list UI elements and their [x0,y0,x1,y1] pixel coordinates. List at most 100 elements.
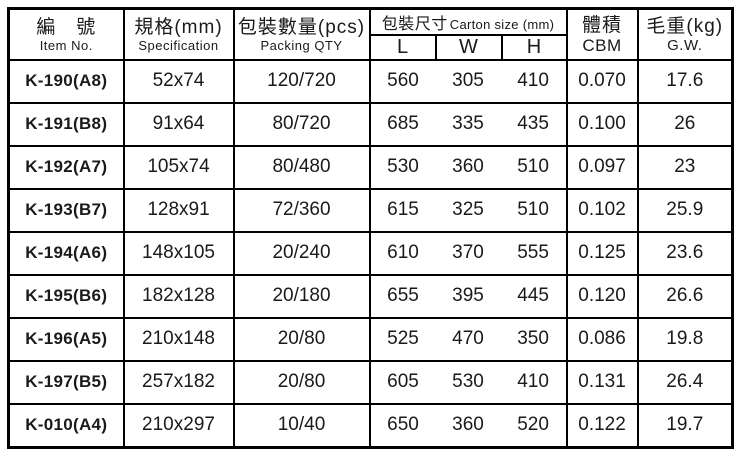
table-row-k191: K-191(B8) 91x64 80/720 685 335 435 0.100 2… [7,101,734,147]
gw-cell: 25.9 [636,187,734,233]
carton-size-cell: 605 530 410 [368,359,568,405]
carton-height-value: 410 [517,371,549,393]
packing-qty-cell: 80/720 [232,101,371,147]
carton-height-value: 555 [517,242,549,264]
table-row-k196: K-196(A5) 210x148 20/80 525 470 350 0.086 … [7,316,734,362]
table-row-k192: K-192(A7) 105x74 80/480 530 360 510 0.097 … [7,144,734,190]
cbm-cell: 0.070 [565,59,639,104]
header-row-main: 編 號 Item No. 規格(mm) Specification 包裝數量(p… [7,7,734,61]
col-header-length: L [368,34,437,61]
specification-cell: 105x74 [122,144,235,190]
table-row-k194: K-194(A6) 148x105 20/240 610 370 555 0.125… [7,230,734,276]
specification-cell: 210x148 [122,316,235,362]
carton-height-value: 350 [517,328,549,350]
carton-size-cell: 685 335 435 [368,101,568,147]
carton-height-value: 410 [517,70,549,92]
col-header-gw-zh: 毛重(kg) [646,15,724,37]
carton-height-value: 510 [517,199,549,221]
carton-size-cell: 525 470 350 [368,316,568,362]
specification-cell: 52x74 [122,59,235,104]
gw-cell: 26 [636,101,734,147]
col-header-packing-qty: 包裝數量(pcs) Packing QTY [232,7,371,61]
item-no-cell: K-194(A6) [7,230,125,276]
col-header-carton-size: 包裝尺寸 Carton size (mm) [368,7,568,36]
carton-size-cell: 530 360 510 [368,144,568,190]
col-header-specification: 規格(mm) Specification [122,7,235,61]
cbm-cell: 0.131 [565,359,639,405]
carton-height-value: 510 [517,156,549,178]
header-row-lwh: L W H [9,34,733,61]
table-row-k193: K-193(B7) 128x91 72/360 615 325 510 0.102 … [7,187,734,233]
packing-qty-cell: 120/720 [232,59,371,104]
packing-qty-cell: 10/40 [232,402,371,449]
carton-height-value: 445 [517,285,549,307]
specification-cell: 257x182 [122,359,235,405]
carton-height-value: 435 [517,113,549,135]
col-header-specification-zh: 規格(mm) [134,16,223,38]
carton-height-value: 520 [517,414,549,436]
col-header-item-no-zh: 編 號 [36,16,97,38]
specification-cell: 210x297 [122,402,235,449]
carton-width-value: 470 [452,328,484,350]
carton-length-value: 560 [387,70,419,92]
carton-width-value: 370 [452,242,484,264]
col-header-height: H [500,34,568,61]
item-no-cell: K-191(B8) [7,101,125,147]
carton-width-value: 335 [452,113,484,135]
packing-spec-table: 編 號 Item No. 規格(mm) Specification 包裝數量(p… [7,7,735,449]
carton-width-value: 395 [452,285,484,307]
gw-cell: 23 [636,144,734,190]
item-no-cell: K-195(B6) [7,273,125,319]
packing-qty-cell: 80/480 [232,144,371,190]
packing-qty-cell: 20/240 [232,230,371,276]
packing-qty-cell: 20/80 [232,359,371,405]
carton-size-cell: 610 370 555 [368,230,568,276]
col-header-gw: 毛重(kg) G.W. [636,7,734,61]
carton-width-value: 325 [452,199,484,221]
gw-cell: 17.6 [636,59,734,104]
col-header-carton-size-zh: 包裝尺寸 [381,16,448,33]
carton-length-value: 610 [387,242,419,264]
table-row-k195: K-195(B6) 182x128 20/180 655 395 445 0.120… [7,273,734,319]
carton-length-value: 615 [387,199,419,221]
item-no-cell: K-192(A7) [7,144,125,190]
col-header-item-no: 編 號 Item No. [7,7,125,61]
cbm-cell: 0.100 [565,101,639,147]
item-no-cell: K-190(A8) [7,59,125,104]
table-row-k190: K-190(A8) 52x74 120/720 560 305 410 0.070 … [7,59,734,104]
specification-cell: 91x64 [122,101,235,147]
item-no-cell: K-196(A5) [7,316,125,362]
carton-length-value: 685 [387,113,419,135]
cbm-cell: 0.086 [565,316,639,362]
cbm-cell: 0.122 [565,402,639,449]
specification-cell: 182x128 [122,273,235,319]
table-row-k197: K-197(B5) 257x182 20/80 605 530 410 0.131 … [7,359,734,405]
specification-cell: 128x91 [122,187,235,233]
gw-cell: 23.6 [636,230,734,276]
carton-length-value: 655 [387,285,419,307]
carton-width-value: 530 [452,371,484,393]
cbm-cell: 0.102 [565,187,639,233]
col-header-width: W [434,34,503,61]
item-no-cell: K-197(B5) [7,359,125,405]
carton-width-value: 360 [452,156,484,178]
specification-cell: 148x105 [122,230,235,276]
col-header-item-no-en: Item No. [39,37,93,53]
col-header-cbm-en: CBM [582,35,622,55]
carton-size-cell: 650 360 520 [368,402,568,449]
carton-size-cell: 655 395 445 [368,273,568,319]
cbm-cell: 0.125 [565,230,639,276]
carton-length-value: 525 [387,328,419,350]
item-no-cell: K-010(A4) [7,402,125,449]
carton-length-value: 530 [387,156,419,178]
cbm-cell: 0.097 [565,144,639,190]
carton-size-cell: 615 325 510 [368,187,568,233]
packing-qty-cell: 20/180 [232,273,371,319]
item-no-cell: K-193(B7) [7,187,125,233]
gw-cell: 19.7 [636,402,734,449]
col-header-cbm-zh: 體積 [582,14,623,36]
col-header-cbm: 體積 CBM [565,7,639,61]
carton-width-value: 305 [452,70,484,92]
carton-length-value: 650 [387,414,419,436]
